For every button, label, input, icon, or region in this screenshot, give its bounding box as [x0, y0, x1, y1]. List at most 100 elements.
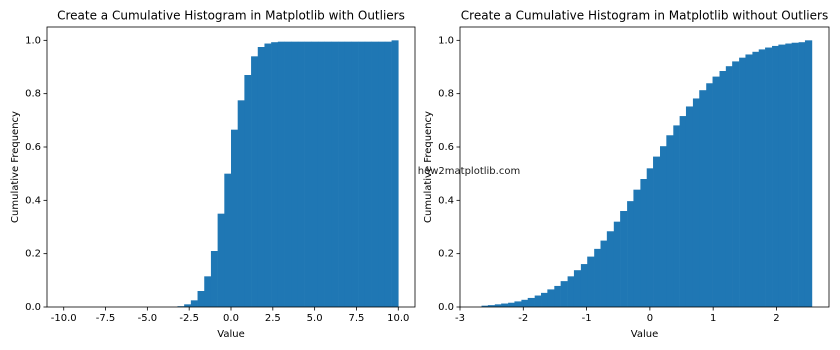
- bar: [338, 41, 346, 308]
- y-tick-label: 0.6: [438, 142, 454, 153]
- bar: [378, 41, 386, 308]
- x-tick-label: 0: [647, 313, 653, 324]
- bar: [594, 248, 601, 307]
- bar: [739, 57, 746, 307]
- x-tick-label: -1: [582, 313, 592, 324]
- bar: [752, 51, 760, 307]
- bar: [587, 256, 595, 307]
- bar: [481, 305, 489, 307]
- y-tick-label: 0.2: [438, 249, 454, 260]
- x-tick-label: -2: [518, 313, 528, 324]
- bar: [712, 76, 720, 307]
- bar: [521, 299, 529, 307]
- bar: [685, 106, 694, 307]
- bar: [210, 251, 218, 307]
- x-tick-label: -10.0: [51, 313, 77, 324]
- y-axis-label: Cumulative Frequency: [423, 111, 434, 223]
- x-tick-label: 1: [710, 313, 716, 324]
- bar: [785, 43, 792, 308]
- bar: [560, 281, 568, 307]
- bar: [606, 231, 615, 307]
- x-tick-label: 0.0: [223, 313, 239, 324]
- x-tick-label: 2: [773, 313, 779, 324]
- bar: [804, 40, 813, 307]
- y-tick-label: 0.0: [25, 302, 41, 313]
- bar: [244, 75, 252, 307]
- y-tick-label: 0.4: [438, 195, 454, 206]
- bar: [284, 41, 292, 308]
- bar: [271, 42, 279, 307]
- bar: [573, 270, 582, 307]
- bar: [778, 44, 786, 307]
- bar: [758, 49, 766, 308]
- bar: [514, 301, 522, 307]
- bar: [351, 41, 359, 308]
- bar: [291, 41, 299, 308]
- bar: [541, 292, 548, 307]
- bar: [317, 41, 325, 308]
- bar: [277, 41, 285, 308]
- bar: [699, 90, 707, 307]
- bar: [324, 41, 332, 308]
- bar: [304, 41, 312, 308]
- y-tick-label: 1.0: [438, 35, 454, 46]
- bar: [264, 43, 272, 308]
- x-tick-label: 2.5: [265, 313, 281, 324]
- bar: [231, 129, 238, 307]
- bar: [791, 42, 799, 307]
- x-axis-label: Value: [631, 329, 658, 340]
- bar: [508, 302, 515, 307]
- y-tick-label: 0.8: [25, 89, 41, 100]
- bar: [692, 98, 700, 307]
- x-tick-label: 7.5: [349, 313, 365, 324]
- bar: [633, 189, 641, 307]
- bar: [798, 42, 806, 307]
- bar: [653, 156, 661, 307]
- bar: [297, 41, 305, 308]
- y-tick-label: 1.0: [25, 35, 41, 46]
- bar: [494, 304, 502, 307]
- bar: [725, 66, 733, 307]
- bar: [765, 47, 773, 308]
- bar: [646, 168, 654, 307]
- bar: [679, 116, 687, 307]
- bar: [391, 40, 399, 307]
- bar: [620, 211, 628, 307]
- x-tick-label: -5.0: [138, 313, 158, 324]
- bar: [534, 295, 542, 307]
- bar: [257, 47, 265, 307]
- bar: [184, 304, 192, 307]
- bar: [371, 41, 379, 308]
- bar: [547, 289, 555, 307]
- bar: [640, 179, 648, 307]
- bar: [487, 305, 496, 307]
- x-axis-label: Value: [217, 329, 244, 340]
- bar: [190, 300, 198, 307]
- y-axis-label: Cumulative Frequency: [10, 111, 21, 223]
- bar: [204, 276, 212, 307]
- chart-title: Create a Cumulative Histogram in Matplot…: [57, 9, 405, 23]
- bar: [745, 54, 753, 307]
- bar: [224, 173, 232, 307]
- bar: [364, 41, 372, 308]
- x-tick-label: -2.5: [179, 313, 199, 324]
- bar: [706, 83, 713, 308]
- bar: [554, 285, 561, 307]
- y-tick-label: 0.8: [438, 89, 454, 100]
- bar: [666, 135, 674, 307]
- y-tick-label: 0.6: [25, 142, 41, 153]
- bar: [580, 264, 588, 307]
- x-tick-label: -7.5: [96, 313, 116, 324]
- bar: [251, 56, 259, 308]
- bar: [732, 61, 740, 308]
- bar: [527, 297, 535, 307]
- y-tick-label: 0.0: [438, 302, 454, 313]
- y-tick-label: 0.2: [25, 249, 41, 260]
- bar: [237, 100, 245, 307]
- chart-title: Create a Cumulative Histogram in Matplot…: [461, 9, 828, 23]
- bar: [344, 41, 352, 308]
- bar: [384, 41, 392, 308]
- x-tick-label: 10.0: [387, 313, 409, 324]
- bar: [501, 303, 509, 307]
